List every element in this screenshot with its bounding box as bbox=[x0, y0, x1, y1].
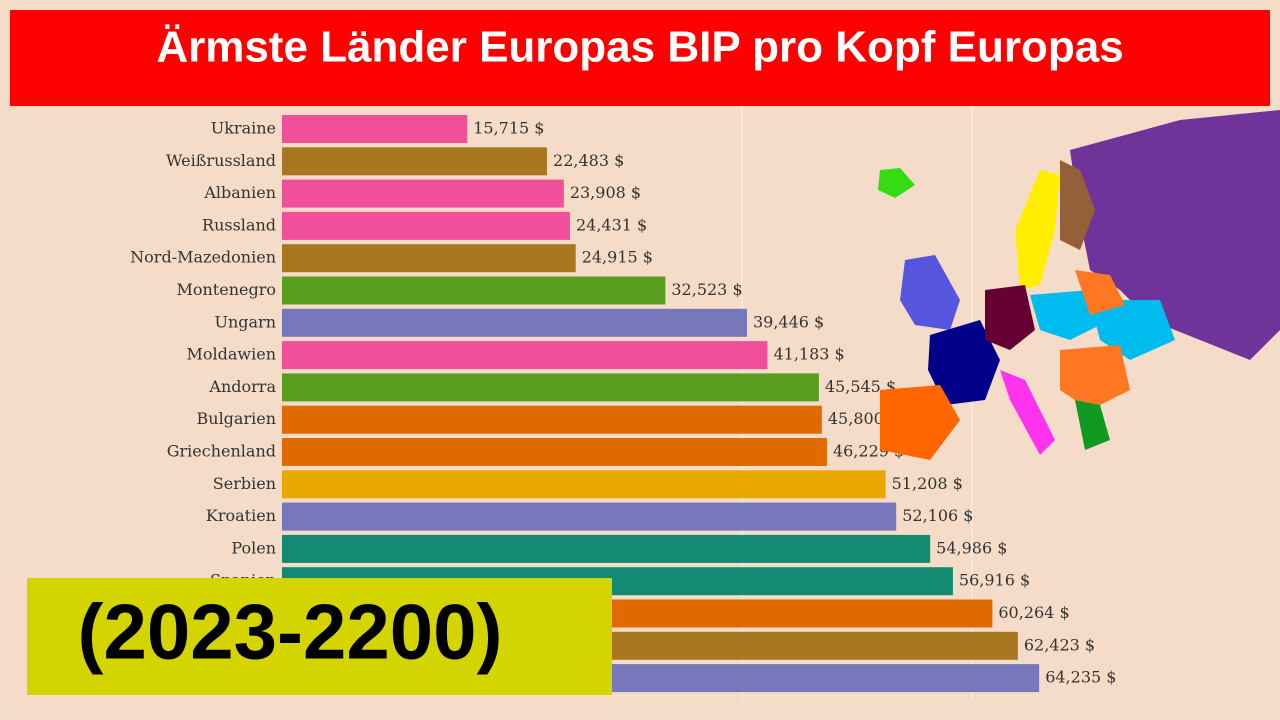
category-label: Weißrussland bbox=[166, 151, 276, 170]
value-label: 45,545 $ bbox=[825, 377, 896, 396]
bar bbox=[282, 308, 747, 337]
map-region bbox=[880, 385, 960, 460]
map-region bbox=[1000, 370, 1055, 455]
bar bbox=[282, 502, 897, 531]
category-label: Ungarn bbox=[214, 312, 276, 331]
bar bbox=[282, 179, 564, 208]
map-region bbox=[1075, 400, 1110, 450]
map-region bbox=[928, 320, 1000, 405]
bars: Ukraine 15,715 $ Weißrussland 22,483 $ Alban… bbox=[130, 115, 1116, 693]
map-region bbox=[1070, 110, 1280, 360]
map-region bbox=[985, 285, 1035, 350]
value-label: 56,916 $ bbox=[959, 571, 1030, 590]
bar bbox=[282, 405, 822, 434]
bar bbox=[282, 470, 886, 499]
bar bbox=[282, 373, 819, 402]
category-label: Andorra bbox=[208, 377, 276, 396]
map-region bbox=[878, 168, 915, 198]
category-label: Kroatien bbox=[206, 506, 276, 525]
title-banner bbox=[10, 10, 1270, 106]
category-label: Russland bbox=[202, 215, 276, 234]
category-label: Bulgarien bbox=[197, 409, 277, 428]
bar bbox=[282, 438, 827, 466]
bar bbox=[282, 244, 576, 273]
map bbox=[878, 110, 1280, 460]
map-region bbox=[1015, 170, 1060, 290]
subtitle: (2023-2200) bbox=[78, 588, 503, 676]
value-label: 23,908 $ bbox=[570, 183, 641, 202]
bar bbox=[282, 115, 468, 143]
category-label: Polen bbox=[231, 538, 276, 557]
map-region bbox=[1090, 300, 1175, 360]
category-label: Montenegro bbox=[176, 280, 276, 299]
bar bbox=[282, 147, 548, 176]
map-region bbox=[900, 255, 960, 330]
bar bbox=[282, 341, 768, 370]
chart-title: Ärmste Länder Europas BIP pro Kopf Europ… bbox=[156, 23, 1123, 72]
value-label: 22,483 $ bbox=[553, 151, 624, 170]
value-label: 41,183 $ bbox=[773, 345, 844, 364]
category-label: Nord-Mazedonien bbox=[130, 248, 276, 267]
value-label: 62,423 $ bbox=[1024, 635, 1095, 654]
value-label: 24,915 $ bbox=[582, 248, 653, 267]
category-label: Moldawien bbox=[187, 345, 277, 364]
map-region bbox=[1075, 270, 1125, 315]
value-label: 39,446 $ bbox=[753, 312, 824, 331]
bar bbox=[282, 534, 931, 563]
category-label: Griechenland bbox=[167, 442, 276, 461]
category-label: Albanien bbox=[203, 183, 276, 202]
subtitle-box bbox=[27, 578, 612, 695]
map-region bbox=[1060, 345, 1130, 410]
map-region bbox=[1060, 160, 1095, 250]
value-label: 32,523 $ bbox=[671, 280, 742, 299]
bar bbox=[282, 276, 666, 305]
value-label: 51,208 $ bbox=[892, 474, 963, 493]
value-label: 15,715 $ bbox=[473, 119, 544, 138]
value-label: 64,235 $ bbox=[1045, 668, 1116, 687]
value-label: 24,431 $ bbox=[576, 215, 647, 234]
bar bbox=[282, 211, 570, 240]
category-label: Serbien bbox=[213, 474, 276, 493]
value-label: 54,986 $ bbox=[936, 538, 1007, 557]
category-label: Ukraine bbox=[211, 119, 276, 138]
value-label: 60,264 $ bbox=[998, 603, 1069, 622]
value-label: 52,106 $ bbox=[902, 506, 973, 525]
